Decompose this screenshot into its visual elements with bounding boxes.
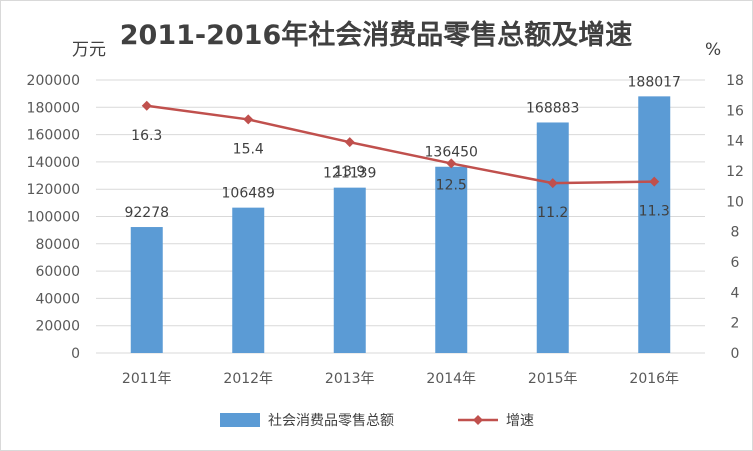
line-value-label: 16.3 xyxy=(131,128,162,144)
left-tick-label: 100000 xyxy=(27,210,80,226)
growth-line xyxy=(146,104,655,185)
line-marker xyxy=(649,176,660,187)
bar xyxy=(130,227,163,353)
data-labels: 92278 106489 121139 136450 168883 188017 16.3 1… xyxy=(124,74,681,221)
right-tick-label: 16 xyxy=(726,103,744,119)
right-tick-label: 18 xyxy=(726,73,744,89)
left-tick-label: 60000 xyxy=(35,264,80,280)
line-value-label: 13.9 xyxy=(334,164,365,180)
legend-label-line: 增速 xyxy=(506,413,534,429)
legend: 社会消费品零售总额 增速 xyxy=(220,413,534,429)
gridlines xyxy=(96,79,705,354)
line-value-label: 11.3 xyxy=(639,204,670,220)
line-marker xyxy=(243,114,254,125)
line-value-label: 15.4 xyxy=(233,141,264,157)
bar-value-label: 92278 xyxy=(124,205,169,221)
right-tick-label: 10 xyxy=(726,194,744,210)
right-tick-label: 4 xyxy=(731,285,740,301)
right-tick-label: 6 xyxy=(731,255,740,271)
line-marker xyxy=(344,137,355,148)
left-axis-unit: 万元 xyxy=(72,40,106,60)
right-tick-label: 12 xyxy=(726,164,744,180)
right-axis-unit: % xyxy=(705,40,721,60)
right-tick-label: 2 xyxy=(731,316,740,332)
line-marker xyxy=(446,158,457,169)
legend-swatch-bar xyxy=(220,413,260,427)
line-series xyxy=(141,100,660,189)
bar xyxy=(536,122,569,354)
bar-value-label: 136450 xyxy=(425,145,478,161)
category-label: 2016年 xyxy=(629,371,679,387)
bar-series xyxy=(130,96,671,354)
left-tick-label: 0 xyxy=(71,346,80,362)
line-value-label: 12.5 xyxy=(436,177,467,193)
bar-value-label: 106489 xyxy=(222,186,275,202)
bar-value-label: 168883 xyxy=(526,100,579,116)
left-tick-label: 140000 xyxy=(27,155,80,171)
left-tick-label: 180000 xyxy=(27,100,80,116)
category-label: 2011年 xyxy=(122,371,172,387)
bar xyxy=(333,187,366,353)
category-label: 2012年 xyxy=(223,371,273,387)
line-value-label: 11.2 xyxy=(537,205,568,221)
left-tick-label: 200000 xyxy=(27,73,80,89)
chart-title: 2011-2016年社会消费品零售总额及增速 xyxy=(120,19,633,51)
axis-ticks: 0 20000 40000 60000 80000 100000 120000 140000 1… xyxy=(27,73,744,387)
legend-label-bar: 社会消费品零售总额 xyxy=(268,413,394,429)
bar xyxy=(638,96,671,353)
left-tick-label: 20000 xyxy=(35,319,80,335)
bar xyxy=(232,207,265,353)
bar xyxy=(435,166,468,353)
line-marker xyxy=(141,100,152,111)
left-tick-label: 80000 xyxy=(35,237,80,253)
bar-value-label: 121139 xyxy=(323,166,376,182)
left-tick-label: 40000 xyxy=(35,291,80,307)
category-label: 2014年 xyxy=(426,371,476,387)
legend-marker-line xyxy=(473,415,483,425)
right-tick-label: 0 xyxy=(731,346,740,362)
category-label: 2015年 xyxy=(528,371,578,387)
bar-value-label: 188017 xyxy=(628,74,681,90)
right-tick-label: 8 xyxy=(731,225,740,241)
line-marker xyxy=(547,178,558,189)
left-tick-label: 160000 xyxy=(27,128,80,144)
right-tick-label: 14 xyxy=(726,134,744,150)
left-tick-label: 120000 xyxy=(27,182,80,198)
category-label: 2013年 xyxy=(325,371,375,387)
